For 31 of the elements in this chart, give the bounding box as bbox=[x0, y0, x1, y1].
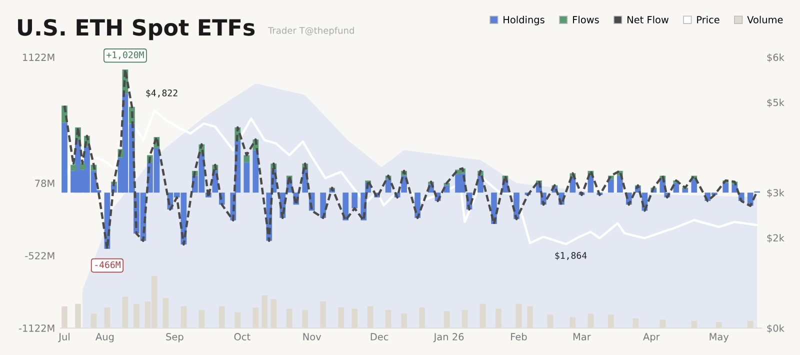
annotation: $4,822 bbox=[146, 89, 178, 98]
legend-label: Flows bbox=[573, 16, 599, 24]
annotation: +1,020M bbox=[106, 51, 144, 60]
y2-tick-label: $0k bbox=[767, 324, 784, 334]
legend-label: Price bbox=[697, 16, 720, 24]
x-tick-label: Apr bbox=[643, 333, 660, 342]
x-tick-label: Nov bbox=[303, 333, 322, 340]
y-tick-label: 1122M bbox=[23, 54, 54, 61]
x-tick-label: Oct bbox=[234, 333, 250, 340]
x-tick-label: Jan 26 bbox=[433, 333, 464, 342]
x-tick-label: May bbox=[710, 333, 729, 342]
annotation: $1,864 bbox=[555, 252, 587, 260]
y2-tick-label: $6k bbox=[767, 53, 784, 62]
x-tick-label: Jul bbox=[58, 332, 70, 342]
x-tick-label: Mar bbox=[573, 333, 591, 340]
x-tick-label: Sep bbox=[166, 333, 184, 342]
legend-label: Holdings bbox=[504, 16, 544, 26]
x-tick-label: Feb bbox=[511, 332, 527, 340]
y-tick-label: 78M bbox=[35, 180, 54, 188]
y2-tick-label: $5k bbox=[767, 98, 784, 108]
annotation: -466M bbox=[95, 261, 120, 268]
y2-tick-label: $3k bbox=[767, 188, 784, 198]
legend-label: Volume bbox=[747, 16, 783, 24]
legend-label: Net Flow bbox=[628, 16, 669, 24]
x-tick-label: Aug bbox=[96, 333, 114, 342]
y2-tick-label: $2k bbox=[767, 234, 784, 243]
y-tick-label: -1122M bbox=[18, 324, 54, 332]
chart-subtitle: Trader T@thepfund bbox=[268, 26, 354, 36]
chart-title: U.S. ETH Spot ETFs bbox=[18, 19, 255, 40]
y-tick-label: -522M bbox=[25, 252, 54, 260]
x-tick-label: Dec bbox=[370, 333, 388, 340]
